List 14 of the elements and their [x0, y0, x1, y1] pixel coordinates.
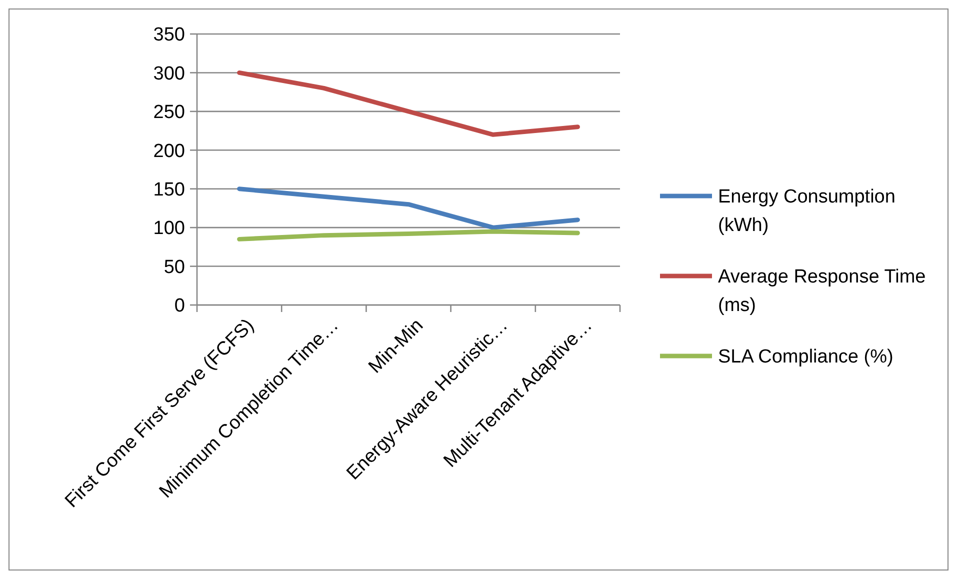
y-tick-label: 0 — [174, 296, 185, 317]
line-series — [237, 186, 580, 230]
y-tick-label: 200 — [153, 140, 185, 162]
y-tick-label: 150 — [153, 180, 185, 201]
y-tick-label: 250 — [153, 102, 185, 124]
y-tick-label: 50 — [164, 256, 185, 278]
legend-label: Energy Consumption (kWh) — [718, 186, 896, 236]
line-series — [237, 70, 580, 137]
legend-label: SLA Compliance (%) — [718, 346, 894, 368]
y-tick-label: 100 — [153, 218, 185, 240]
y-tick-label: 300 — [153, 63, 185, 84]
y-tick-label: 350 — [153, 24, 185, 46]
legend-label: Average Response Time (ms) — [718, 266, 926, 316]
line-series — [237, 229, 580, 242]
